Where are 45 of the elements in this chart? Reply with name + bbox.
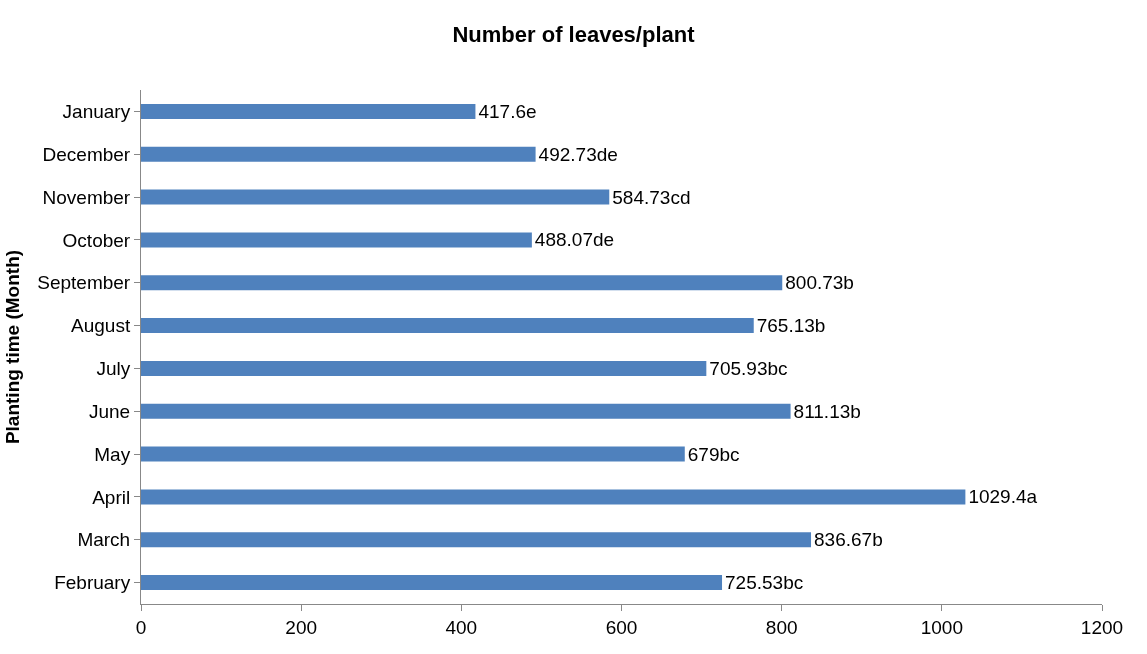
bar — [141, 532, 812, 548]
x-tick-label: 0 — [135, 616, 147, 638]
data-label: 800.73b — [785, 272, 854, 294]
data-label: 492.73de — [538, 143, 618, 165]
x-tick-label: 1000 — [920, 616, 963, 638]
y-tick-label: April — [92, 486, 131, 508]
x-tick-label: 400 — [445, 616, 478, 638]
data-label: 584.73cd — [612, 186, 691, 208]
data-label: 705.93bc — [709, 357, 788, 379]
bar — [141, 403, 791, 419]
x-tick-label: 200 — [285, 616, 318, 638]
bar — [141, 360, 707, 376]
y-tick-label: September — [37, 272, 131, 294]
bar — [141, 318, 754, 334]
bar — [141, 232, 532, 248]
y-tick-label: May — [94, 443, 131, 465]
data-label: 679bc — [687, 443, 740, 465]
y-tick-label: October — [62, 229, 131, 251]
bar — [141, 189, 610, 205]
data-label: 488.07de — [534, 229, 615, 251]
x-tick-label: 1200 — [1080, 616, 1124, 638]
y-axis-title: Planting time (Month) — [2, 249, 24, 445]
x-tick-label: 600 — [605, 616, 638, 638]
y-tick-label: November — [42, 186, 131, 208]
x-tick-label: 800 — [765, 616, 798, 638]
bar — [141, 489, 966, 505]
bar — [141, 146, 536, 162]
chart-title: Number of leaves/plant — [452, 21, 696, 47]
data-label: 725.53bc — [725, 572, 804, 594]
y-tick-label: January — [62, 101, 131, 123]
y-tick-label: July — [96, 358, 131, 380]
bar — [141, 575, 723, 591]
y-tick-label: March — [77, 529, 131, 551]
data-label: 836.67b — [814, 529, 883, 551]
data-label: 417.6e — [478, 100, 537, 122]
bar — [141, 103, 476, 119]
y-tick-label: February — [54, 572, 131, 594]
data-label: 765.13b — [756, 315, 826, 337]
y-tick-label: December — [42, 143, 131, 165]
y-tick-label: June — [89, 400, 131, 422]
bar — [141, 446, 685, 462]
data-label: 1029.4a — [968, 486, 1038, 508]
y-tick-label: August — [71, 315, 131, 337]
bar — [141, 275, 783, 291]
data-label: 811.13b — [793, 400, 861, 422]
